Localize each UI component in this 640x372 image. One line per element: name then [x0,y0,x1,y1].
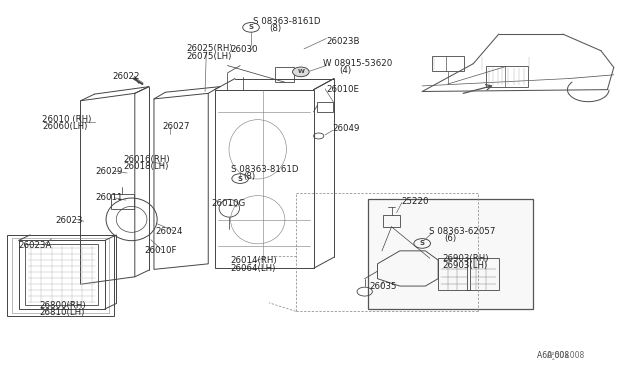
Text: 26030: 26030 [230,45,258,54]
Text: 26049: 26049 [333,124,360,133]
Text: 26035: 26035 [370,282,397,291]
Bar [19,240,105,309]
Text: S: S [420,240,425,246]
Text: W 08915-53620: W 08915-53620 [323,59,392,68]
Text: 26023B: 26023B [326,37,360,46]
Text: (4): (4) [339,66,351,75]
Text: 26027: 26027 [163,122,190,131]
Text: (6): (6) [445,234,457,243]
Text: 26010G: 26010G [211,199,246,208]
Text: 26023: 26023 [55,216,83,225]
Bar [12,238,109,314]
Text: S 08363-8161D: S 08363-8161D [253,17,321,26]
Text: S 08363-62057: S 08363-62057 [429,227,495,236]
Text: 26010 (RH): 26010 (RH) [42,115,92,124]
Text: 26903(LH): 26903(LH) [443,261,488,270]
Bar [486,66,527,87]
Bar [368,199,532,309]
Text: 26014(RH): 26014(RH) [230,256,277,265]
Text: 26018(LH): 26018(LH) [124,162,169,171]
Text: S: S [237,176,243,182]
Text: (8): (8) [269,24,281,33]
Text: 26011: 26011 [95,193,123,202]
Bar [438,258,470,290]
Text: 26075(LH): 26075(LH) [186,52,231,61]
Bar [317,102,333,112]
Text: 25220: 25220 [402,197,429,206]
Bar [111,194,134,209]
Text: 26010E: 26010E [326,85,360,94]
Text: 26903(RH): 26903(RH) [443,254,489,263]
Bar [432,55,464,71]
Text: 26800(RH): 26800(RH) [39,301,86,310]
Text: (8): (8) [243,172,255,181]
Circle shape [292,67,309,77]
Bar [275,67,294,82]
Text: 26016(RH): 26016(RH) [124,155,170,164]
Text: 26023A: 26023A [19,241,52,250]
Text: 26024: 26024 [156,227,183,236]
Bar [383,215,401,227]
Text: S: S [248,25,253,31]
Text: 26010F: 26010F [145,246,177,255]
Bar [25,244,99,305]
Text: S 08363-8161D: S 08363-8161D [230,165,298,174]
Text: 26810(LH): 26810(LH) [39,308,84,317]
Text: 26022: 26022 [113,72,140,81]
Text: A⁠60‸008: A⁠60‸008 [537,351,569,360]
Text: 26029: 26029 [95,167,123,176]
Text: 26064(LH): 26064(LH) [230,264,276,273]
Bar [7,235,115,317]
Text: 26025(RH): 26025(RH) [186,44,232,53]
Text: W: W [298,69,304,74]
Bar [467,258,499,290]
Text: 26060(LH): 26060(LH) [42,122,88,131]
Text: A²60∧008: A²60∧008 [547,351,585,360]
